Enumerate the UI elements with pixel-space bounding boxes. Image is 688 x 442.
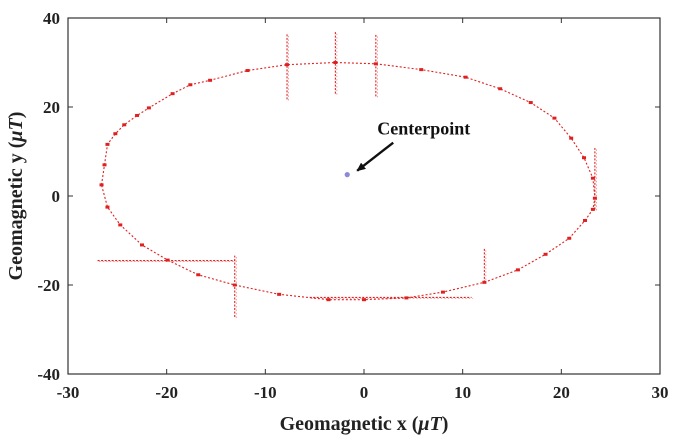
- data-point: [552, 116, 557, 120]
- data-point: [105, 205, 110, 209]
- series-trace: [100, 61, 596, 301]
- data-point: [583, 218, 588, 222]
- y-tick-label: -20: [37, 276, 60, 295]
- data-point: [146, 106, 151, 110]
- data-point: [515, 268, 520, 272]
- centerpoint-marker: [344, 172, 350, 178]
- data-point: [99, 183, 104, 187]
- data-point: [277, 292, 282, 296]
- x-tick-label: -10: [254, 383, 277, 402]
- data-point: [232, 283, 237, 287]
- data-point: [245, 69, 250, 73]
- y-tick-label: 0: [52, 187, 61, 206]
- data-point: [404, 296, 409, 300]
- y-axis-ticks: 40 20 0 -20 -40: [37, 9, 660, 384]
- data-point: [440, 290, 445, 294]
- y-tick-label: 40: [43, 9, 60, 28]
- data-point: [285, 63, 290, 67]
- y-tick-label: 20: [43, 98, 60, 117]
- x-tick-label: -20: [155, 383, 178, 402]
- y-axis-label: Geomagnetic y (μT): [5, 112, 27, 281]
- data-point: [362, 298, 366, 302]
- data-point: [118, 223, 123, 227]
- data-point: [135, 113, 140, 117]
- plot-area: [67, 17, 661, 375]
- data-point: [188, 83, 193, 87]
- x-tick-label: 10: [454, 383, 471, 402]
- centerpoint-arrow: [356, 141, 394, 172]
- data-point: [373, 62, 378, 66]
- x-axis-ticks: -30 -20 -10 0 10 20 30: [57, 18, 669, 402]
- data-point: [208, 78, 213, 82]
- noise-spikes: [97, 31, 597, 319]
- data-point: [569, 136, 574, 140]
- data-point: [122, 123, 127, 127]
- data-point: [582, 156, 587, 160]
- data-point: [528, 101, 533, 105]
- x-tick-label: 30: [652, 383, 669, 402]
- data-point: [140, 243, 144, 247]
- data-point: [567, 236, 572, 240]
- y-tick-label: -40: [37, 365, 60, 384]
- data-point: [333, 61, 338, 64]
- data-point: [543, 252, 548, 256]
- x-tick-label: 20: [553, 383, 570, 402]
- data-point: [482, 280, 487, 284]
- data-point: [592, 196, 597, 200]
- data-point: [498, 87, 503, 91]
- data-point: [105, 142, 110, 146]
- x-tick-label: 0: [360, 383, 369, 402]
- data-point: [113, 132, 118, 136]
- data-point: [196, 273, 201, 277]
- series-line: [100, 61, 596, 301]
- data-point: [165, 258, 170, 262]
- series-points: [99, 61, 597, 302]
- x-axis-label: Geomagnetic x (μT): [280, 413, 449, 435]
- centerpoint-label: Centerpoint: [377, 119, 470, 139]
- data-point: [419, 68, 424, 72]
- data-point: [590, 207, 595, 211]
- data-point: [590, 176, 595, 180]
- data-point: [326, 298, 331, 302]
- x-tick-label: -30: [57, 383, 80, 402]
- data-point: [463, 75, 468, 79]
- data-point: [102, 163, 107, 167]
- data-point: [170, 92, 175, 96]
